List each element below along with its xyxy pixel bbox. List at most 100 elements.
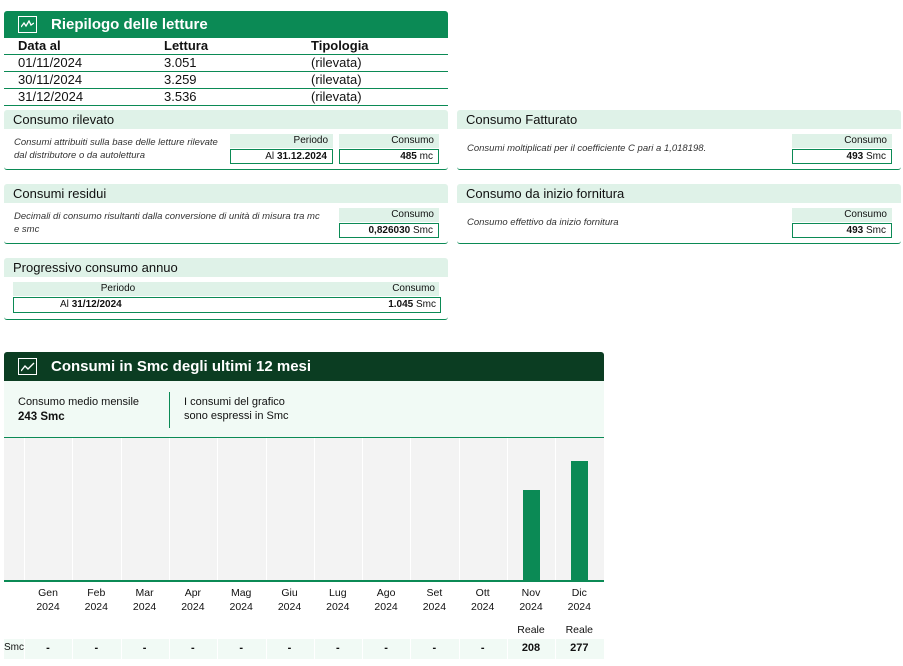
- col-header-tipologia: Tipologia: [297, 38, 448, 55]
- consumo-value: 493 Smc: [792, 149, 892, 164]
- consumo-fatturato-description: Consumi moltiplicati per il coefficiente…: [467, 143, 707, 154]
- month-label: Ago 2024: [374, 587, 398, 613]
- consumo-value: 0,826030 Smc: [339, 223, 439, 238]
- consumo-unit: mc: [419, 151, 433, 162]
- value-divider: [24, 639, 25, 659]
- grid-line: [313, 438, 315, 580]
- cell-tipologia: (rilevata): [297, 54, 448, 72]
- cell-tipologia: (rilevata): [297, 71, 448, 89]
- cell-tipologia: (rilevata): [297, 88, 448, 106]
- consumo-inizio-title: Consumo da inizio fornitura: [457, 184, 901, 203]
- consumo-unit: Smc: [416, 299, 436, 310]
- chart-bar: [522, 490, 540, 580]
- consumo-rilevato-title: Consumo rilevato: [4, 110, 448, 129]
- row-label: Smc: [4, 642, 24, 653]
- consumo-rilevato-description: Consumi attribuiti sulla base delle lett…: [14, 137, 218, 161]
- value-label: -: [239, 642, 244, 654]
- status-label: Reale: [565, 624, 594, 636]
- consumo-number: 485: [400, 151, 417, 162]
- value-divider: [120, 639, 122, 659]
- consumo-number: 493: [846, 225, 864, 236]
- consumo-inizio-description: Consumo effettivo da inizio fornitura: [467, 217, 619, 228]
- periodo-prefix: Al: [265, 151, 275, 162]
- consumi-residui-title: Consumi residui: [4, 184, 448, 203]
- riepilogo-letture-panel: Riepilogo delle letture Data al Lettura …: [4, 11, 448, 106]
- consumo-rilevato-panel: Consumo rilevato Consumi attribuiti sull…: [4, 110, 448, 170]
- value-label: 277: [570, 642, 589, 654]
- col-header-data: Data al: [4, 38, 150, 55]
- periodo-date: 31.12.2024: [276, 151, 327, 162]
- grid-line: [265, 438, 267, 580]
- status-label: Reale: [517, 624, 545, 636]
- table-row: 31/12/2024 3.536 (rilevata): [4, 88, 448, 106]
- periodo-value: Al 31/12/2024: [60, 298, 122, 311]
- grid-line: [507, 438, 508, 580]
- consumo-label: Consumo: [339, 134, 439, 148]
- medio-value: 243 Smc: [18, 411, 65, 423]
- month-label: Ott 2024: [471, 587, 495, 613]
- value-divider: [362, 639, 364, 659]
- cell-lettura: 3.051: [150, 54, 297, 72]
- periodo-label: Periodo: [230, 134, 333, 148]
- grid-line: [555, 438, 557, 580]
- progressivo-header-row: Periodo Consumo: [13, 282, 439, 296]
- value-label: -: [480, 642, 485, 654]
- consumo-value: 485 mc: [339, 149, 439, 164]
- medio-label: Consumo medio mensile: [18, 396, 140, 408]
- value-label: -: [94, 642, 99, 654]
- table-row: 30/11/2024 3.259 (rilevata): [4, 71, 448, 89]
- value-divider: [72, 639, 74, 659]
- info-divider: [169, 392, 170, 428]
- note-line2: sono espressi in Smc: [184, 410, 289, 422]
- month-label: Lug 2024: [326, 587, 350, 613]
- chart-plot-area: [4, 438, 605, 580]
- cell-data: 30/11/2024: [4, 71, 150, 89]
- month-label: Mar 2024: [132, 587, 157, 613]
- periodo-date: 31/12/2024: [71, 299, 122, 310]
- consumo-fatturato-title: Consumo Fatturato: [457, 110, 901, 129]
- table-row: 01/11/2024 3.051 (rilevata): [4, 54, 448, 72]
- consumo-unit: Smc: [413, 225, 433, 236]
- consumo-number: 0,826030: [368, 225, 411, 236]
- cell-data: 01/11/2024: [4, 54, 150, 72]
- consumi-chart-section: Consumi in Smc degli ultimi 12 mesi Cons…: [4, 352, 605, 662]
- month-label: Gen 2024: [36, 587, 60, 613]
- value-label: -: [46, 642, 50, 654]
- value-divider: [217, 639, 219, 659]
- value-label: -: [432, 642, 437, 654]
- chart-header: Consumi in Smc degli ultimi 12 mesi: [4, 352, 604, 381]
- grid-line: [603, 438, 605, 580]
- value-label: -: [384, 642, 388, 654]
- grid-line: [362, 438, 364, 580]
- month-label: Dic 2024: [567, 587, 591, 613]
- value-divider: [507, 639, 508, 659]
- consumo-label: Consumo: [792, 208, 892, 222]
- consumo-value: 1.045 Smc: [388, 298, 436, 311]
- consumo-unit: Smc: [866, 151, 886, 162]
- value-label: -: [335, 642, 340, 654]
- grid-line: [458, 438, 460, 580]
- month-label: Set 2024: [422, 587, 447, 613]
- month-label: Apr 2024: [181, 587, 205, 613]
- value-label: -: [142, 642, 147, 654]
- consumo-label: Consumo: [392, 283, 435, 294]
- letture-table: Data al Lettura Tipologia 01/11/2024 3.0…: [4, 38, 448, 106]
- progressivo-value-row: Al 31/12/2024 1.045 Smc: [13, 297, 441, 313]
- cell-lettura: 3.536: [150, 88, 297, 106]
- grid-line: [168, 438, 170, 580]
- month-label: Nov 2024: [519, 587, 543, 613]
- periodo-value: Al 31.12.2024: [230, 149, 333, 164]
- consumo-label: Consumo: [792, 134, 892, 148]
- value-label: 208: [521, 642, 541, 654]
- col-header-lettura: Lettura: [150, 38, 297, 55]
- chart-icon: [18, 16, 37, 33]
- grid-line: [217, 438, 219, 580]
- value-label: -: [191, 642, 195, 654]
- month-label: Feb 2024: [84, 587, 108, 613]
- periodo-prefix: Al: [60, 299, 69, 310]
- chart-title: Consumi in Smc degli ultimi 12 mesi: [51, 358, 312, 375]
- value-divider: [458, 639, 460, 659]
- consumi-residui-panel: Consumi residui Decimali di consumo risu…: [4, 184, 448, 244]
- chart-bar: [570, 460, 588, 580]
- consumo-fatturato-panel: Consumo Fatturato Consumi moltiplicati p…: [457, 110, 901, 170]
